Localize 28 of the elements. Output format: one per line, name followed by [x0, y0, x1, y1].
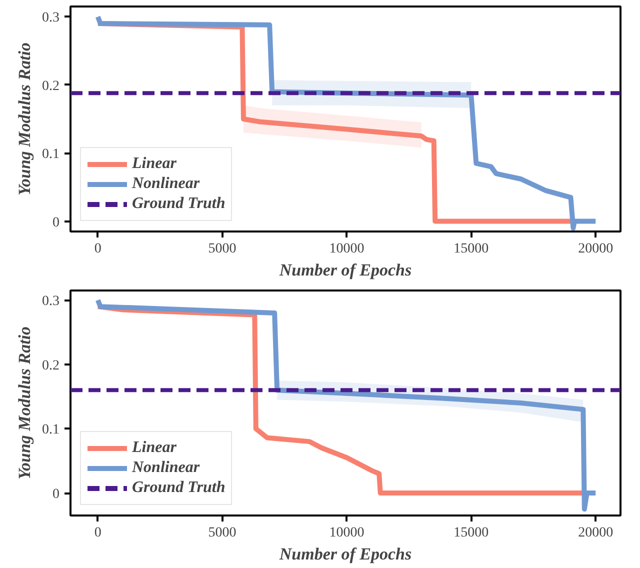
y-tick-label: 0.1 — [42, 147, 60, 162]
legend-label: Linear — [132, 155, 176, 173]
y-tick-label: 0.3 — [42, 10, 60, 26]
y-tick-label: 0 — [52, 487, 60, 502]
x-tick-label: 0 — [94, 526, 102, 540]
x-axis-title: Number of Epochs — [278, 544, 412, 564]
x-axis-title: Number of Epochs — [278, 260, 412, 280]
x-tick-label: 20000 — [578, 242, 614, 256]
y-axis-title: Young Modulus Ratio — [15, 326, 34, 480]
x-tick-label: 15000 — [454, 526, 489, 540]
x-tick-label: 10000 — [329, 242, 364, 256]
x-tick-label: 0 — [94, 242, 102, 256]
y-axis-title: Young Modulus Ratio — [15, 42, 34, 196]
legend-label: Nonlinear — [132, 175, 200, 193]
legend-label: Ground Truth — [132, 195, 226, 213]
x-tick-label: 5000 — [208, 242, 236, 256]
y-tick-label: 0.2 — [42, 358, 60, 374]
legend-label: Ground Truth — [132, 479, 226, 497]
legend-label: Nonlinear — [132, 459, 200, 477]
y-tick-label: 0.2 — [42, 78, 60, 94]
legend-label: Linear — [132, 439, 176, 457]
x-tick-label: 15000 — [454, 242, 489, 256]
y-tick-label: 0.1 — [42, 422, 60, 438]
y-tick-label: 0.3 — [42, 294, 60, 310]
x-tick-label: 10000 — [329, 526, 364, 540]
x-tick-label: 5000 — [208, 526, 236, 540]
y-tick-label: 0 — [52, 215, 60, 230]
x-tick-label: 20000 — [578, 526, 614, 540]
